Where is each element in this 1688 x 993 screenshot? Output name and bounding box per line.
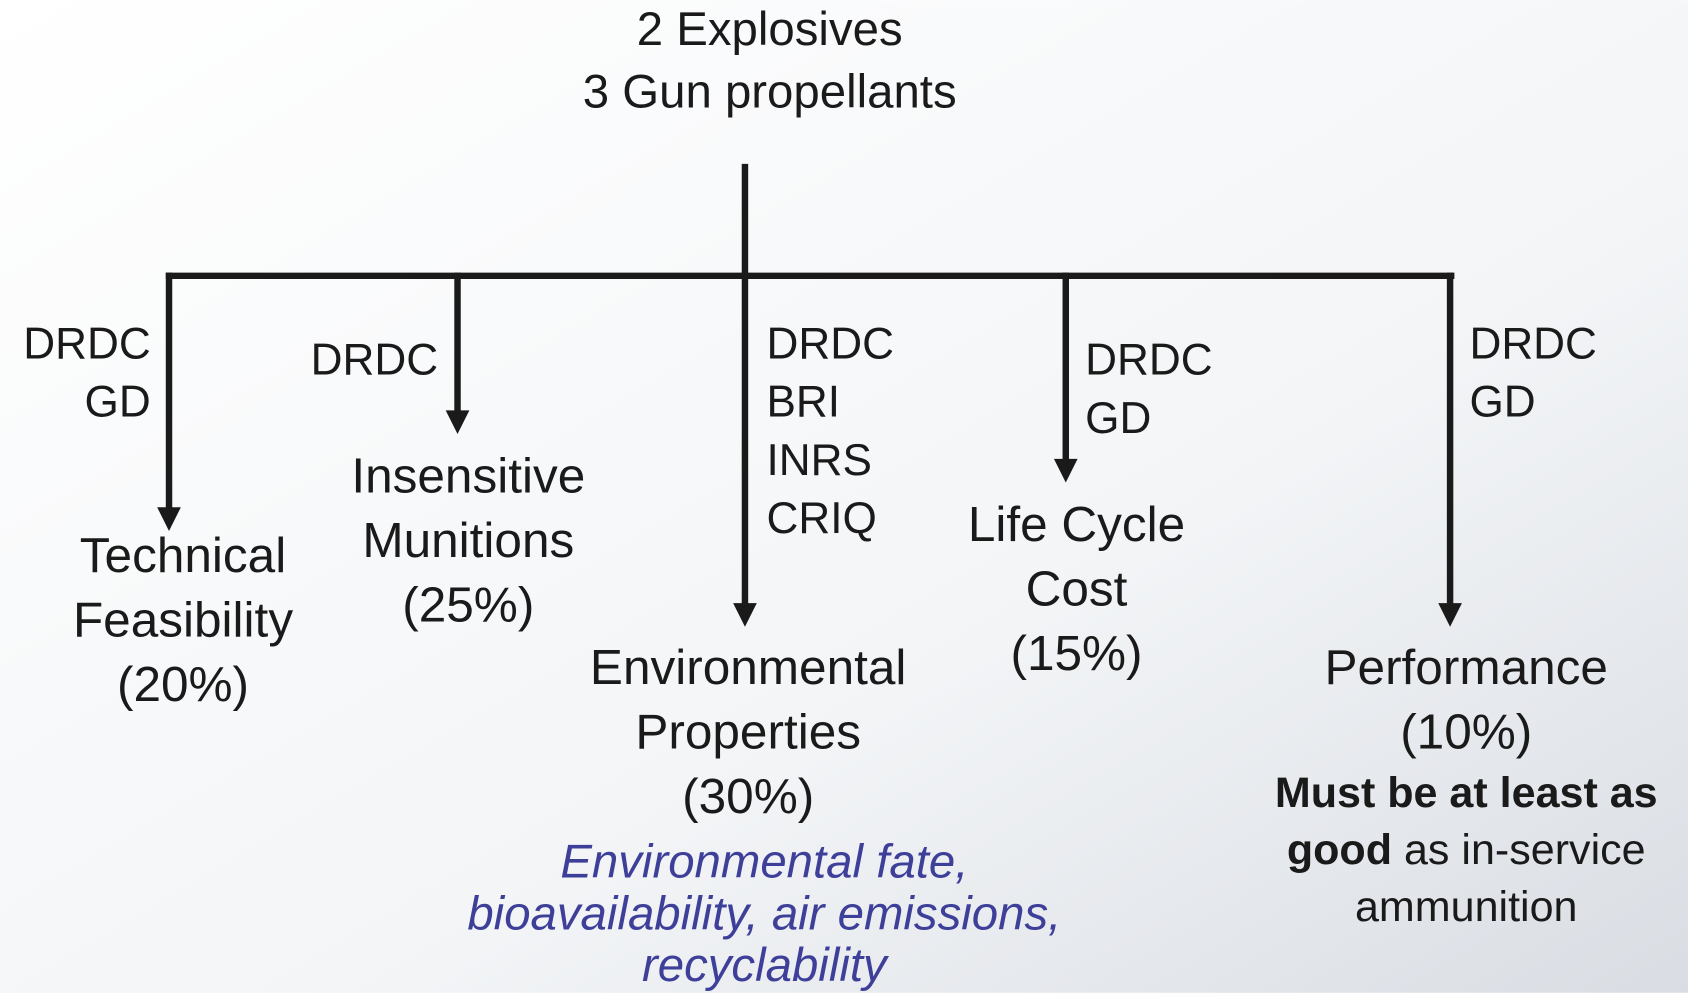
branch-note: bioavailability, air emissions, xyxy=(467,887,1061,940)
branch-weight: (15%) xyxy=(1010,626,1142,681)
org-label: GD xyxy=(1085,394,1151,443)
note-run: Environmental fate, xyxy=(560,835,968,888)
branch-name: Cost xyxy=(1026,561,1128,616)
branch-name: Life Cycle xyxy=(968,497,1185,552)
branch-name: Munitions xyxy=(362,513,574,568)
branch-name: Feasibility xyxy=(73,593,293,648)
org-label: DRDC xyxy=(1085,336,1212,385)
branch-name: Properties xyxy=(635,705,861,760)
arrowhead xyxy=(157,507,181,531)
branch-weight: (30%) xyxy=(682,769,814,824)
org-label: DRDC xyxy=(23,320,150,369)
branch-note: ammunition xyxy=(1355,883,1578,931)
note-run: bioavailability, air emissions, xyxy=(467,887,1061,940)
org-label: DRDC xyxy=(766,320,893,369)
org-label: BRI xyxy=(766,378,840,427)
org-label: DRDC xyxy=(1469,320,1596,369)
org-label: CRIQ xyxy=(766,494,876,543)
arrowhead xyxy=(733,603,757,627)
note-run: recyclability xyxy=(642,939,890,992)
org-label: INRS xyxy=(766,436,871,485)
branch-name: Environmental xyxy=(590,640,907,695)
org-label: GD xyxy=(85,378,151,427)
org-label: GD xyxy=(1469,378,1535,427)
branch-name: Technical xyxy=(80,528,286,583)
branch-weight: (25%) xyxy=(402,578,534,633)
arrowhead xyxy=(1053,458,1078,483)
branch-note: recyclability xyxy=(642,939,890,992)
note-run: as in-service xyxy=(1392,826,1646,874)
note-run: good xyxy=(1287,826,1392,874)
branch-note: Must be at least as xyxy=(1275,769,1658,817)
root-line: 3 Gun propellants xyxy=(583,65,957,118)
branch-note: good as in-service xyxy=(1287,826,1646,874)
branch-name: Insensitive xyxy=(351,448,585,503)
branch-weight: (20%) xyxy=(117,657,249,712)
org-label: DRDC xyxy=(311,336,438,385)
root-line: 2 Explosives xyxy=(637,3,903,56)
note-run: ammunition xyxy=(1355,883,1578,931)
arrowhead xyxy=(445,410,470,435)
arrowhead xyxy=(1438,603,1462,627)
note-run: Must be at least as xyxy=(1275,769,1658,817)
branch-weight: (10%) xyxy=(1400,705,1532,760)
branch-name: Performance xyxy=(1325,640,1608,695)
branch-note: Environmental fate, xyxy=(560,835,968,888)
